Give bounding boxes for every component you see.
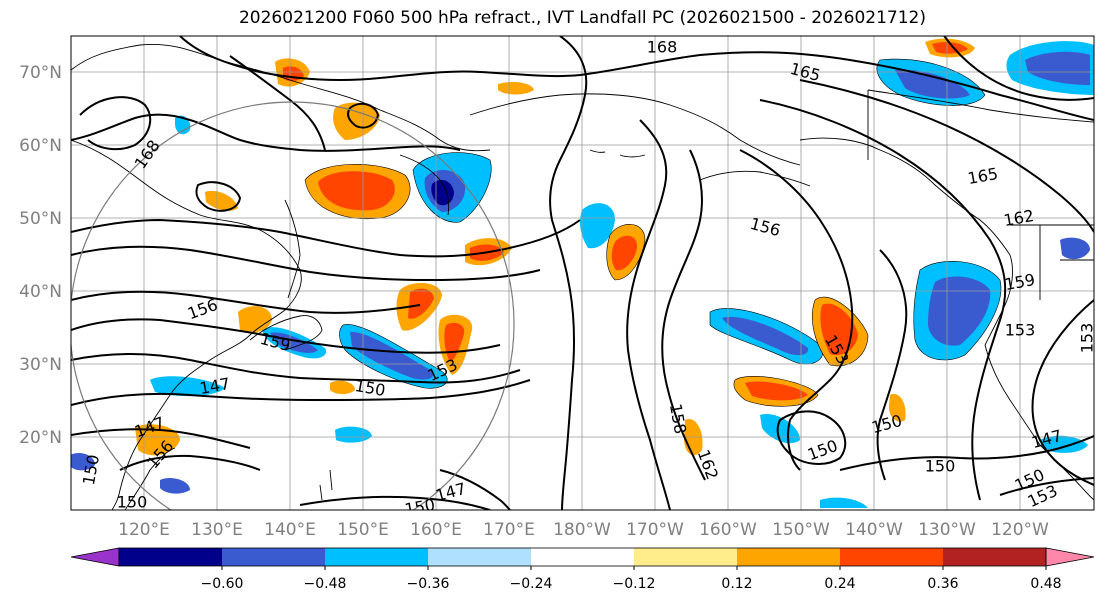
contour-label: 150 [117, 493, 148, 512]
colorbar-segment [943, 548, 1047, 566]
map-frame [70, 35, 1095, 511]
colorbar-tick-label: −0.48 [304, 576, 347, 592]
colorbar-extension-high [1045, 547, 1095, 567]
positive-patch [925, 38, 975, 58]
colorbar-tick-label: 0.24 [824, 576, 855, 592]
colorbar-tick-label: −0.12 [613, 576, 656, 592]
lon-label: 120°E [118, 520, 170, 540]
colorbar-tick-label: 0.48 [1030, 576, 1061, 592]
negative-patch [760, 414, 800, 444]
colorbar-ticks: −0.60 −0.48 −0.36 −0.24 −0.12 0.12 0.24 0.36 0.4… [201, 566, 1062, 592]
negative-patch [150, 376, 225, 397]
lat-label: 20°N [19, 428, 62, 448]
lon-label: 140°W [845, 520, 903, 540]
colorbar-frame [118, 547, 1047, 567]
shaded-patches [71, 38, 1094, 508]
positive-patch [396, 283, 442, 331]
colorbar-tick-label: −0.36 [407, 576, 450, 592]
lon-label: 160°W [699, 520, 757, 540]
lon-label: 170°E [483, 520, 535, 540]
negative-patch [1060, 237, 1090, 260]
negative-patch [71, 453, 95, 471]
positive-patch [733, 376, 819, 407]
positive-patch [205, 190, 238, 211]
lat-label: 70°N [19, 63, 62, 83]
lat-label: 50°N [19, 209, 62, 229]
negative-patch [913, 260, 1002, 361]
lat-label: 60°N [19, 136, 62, 156]
lat-labels: 70°N 60°N 50°N 40°N 30°N 20°N [19, 63, 62, 448]
contour-label: 150 [403, 495, 436, 519]
colorbar-segment [737, 548, 841, 566]
positive-patch [238, 306, 272, 333]
graticule [71, 36, 1094, 510]
negative-patch [820, 497, 868, 508]
colorbar-segment [222, 548, 326, 566]
contour-label: 153 [1005, 321, 1036, 340]
lon-label: 120°W [991, 520, 1049, 540]
colorbar-segment [840, 548, 944, 566]
colorbar-segment [428, 548, 532, 566]
chart-title: 2026021200 F060 500 hPa refract., IVT La… [238, 8, 926, 28]
colorbar-segment [634, 548, 738, 566]
lat-label: 30°N [19, 355, 62, 375]
colorbar-tick-label: −0.24 [510, 576, 553, 592]
colorbar-segment [531, 548, 635, 566]
lon-label: 160°E [410, 520, 462, 540]
negative-patch [709, 308, 823, 365]
colorbar-segment [119, 548, 223, 566]
lon-label: 150°E [337, 520, 389, 540]
contour-label: 153 [1078, 323, 1097, 354]
lat-label: 40°N [19, 282, 62, 302]
colorbar-extension-low [70, 547, 120, 567]
colorbar-tick-label: −0.60 [201, 576, 244, 592]
colorbar-tick-label: 0.12 [721, 576, 752, 592]
lon-label: 130°W [918, 520, 976, 540]
positive-patch [135, 424, 180, 456]
lon-label: 180°W [553, 520, 611, 540]
positive-patch [304, 164, 411, 220]
positive-patch [888, 394, 906, 422]
coastlines [71, 43, 1094, 510]
negative-patch [339, 324, 448, 389]
colorbar-segment [325, 548, 429, 566]
negative-patch [580, 203, 615, 249]
positive-patch [498, 82, 534, 95]
negative-patch [175, 115, 191, 135]
lon-label: 150°W [772, 520, 830, 540]
positive-patch [333, 102, 380, 140]
positive-patch [812, 296, 869, 367]
contour-label: 168 [647, 38, 678, 57]
lon-labels: 120°E 130°E 140°E 150°E 160°E 170°E 180°… [118, 520, 1049, 540]
colorbar [70, 547, 1095, 567]
colorbar-tick-label: 0.36 [927, 576, 958, 592]
negative-patch [412, 152, 492, 223]
negative-patch [1040, 435, 1088, 453]
positive-patch [606, 224, 646, 281]
lon-label: 130°E [191, 520, 243, 540]
contour-label: 150 [925, 457, 956, 476]
negative-patch [1006, 41, 1094, 95]
positive-patch [330, 380, 355, 395]
lon-label: 140°E [264, 520, 316, 540]
lon-label: 170°W [626, 520, 684, 540]
region-circle [71, 101, 515, 510]
negative-patch [160, 478, 190, 494]
